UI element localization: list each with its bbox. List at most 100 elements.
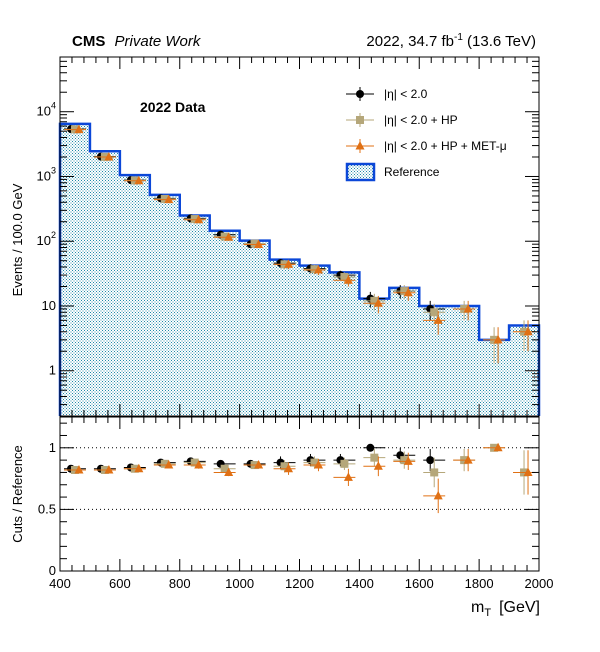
ratio-point-marker bbox=[310, 458, 319, 467]
ratio-point-marker bbox=[284, 463, 294, 473]
main-y-tick-label: 10 bbox=[42, 298, 56, 313]
ratio-point-marker bbox=[190, 458, 199, 467]
reference-bin bbox=[239, 240, 270, 416]
reference-bin bbox=[389, 287, 420, 416]
x-tick-label: 1600 bbox=[405, 576, 434, 591]
main-point-marker bbox=[343, 275, 353, 284]
legend-label: |η| < 2.0 + HP + MET-μ bbox=[384, 139, 507, 153]
main-data-points bbox=[64, 124, 535, 364]
ratio-point-marker bbox=[313, 460, 323, 469]
tick-base: 10 bbox=[37, 168, 51, 183]
x-tick-label: 800 bbox=[169, 576, 191, 591]
legend-label: |η| < 2.0 bbox=[384, 87, 428, 101]
main-point-marker bbox=[250, 239, 259, 248]
reference-bin bbox=[60, 123, 90, 416]
main-point-marker bbox=[313, 264, 323, 274]
ratio-point-marker bbox=[254, 460, 264, 469]
ratio-y-tick-label: 1 bbox=[49, 440, 56, 455]
main-point-marker bbox=[104, 151, 114, 161]
ratio-y-tick-label: 0.5 bbox=[38, 501, 56, 516]
tick-exponent: 2 bbox=[51, 230, 56, 240]
main-y-label: Events / 100.0 GeV bbox=[10, 183, 25, 296]
ratio-point-marker bbox=[373, 461, 383, 470]
ratio-point-marker bbox=[463, 455, 473, 464]
main-point-marker bbox=[74, 124, 84, 134]
x-label-unit: [GeV] bbox=[499, 599, 540, 616]
tick-exponent: 4 bbox=[51, 101, 56, 111]
ratio-point-marker bbox=[370, 453, 379, 462]
main-point-marker bbox=[190, 215, 199, 224]
ratio-point-marker bbox=[430, 468, 439, 477]
x-axis-label: mT [GeV] bbox=[471, 599, 540, 619]
svg-text:CMS Private Work: CMS Private Work bbox=[72, 33, 202, 50]
ratio-point-marker bbox=[224, 467, 234, 476]
main-point-marker bbox=[370, 296, 379, 305]
main-point-marker bbox=[164, 194, 174, 204]
ratio-point-marker bbox=[160, 459, 169, 468]
main-point-marker bbox=[224, 232, 234, 241]
main-point-marker bbox=[430, 308, 439, 317]
main-point-marker bbox=[220, 232, 229, 241]
ratio-y-axis: 00.51 bbox=[38, 422, 539, 578]
reference-bin bbox=[89, 151, 120, 416]
experiment-label: CMS bbox=[72, 33, 105, 50]
main-y-tick-label: 102 bbox=[37, 230, 56, 248]
x-label-main: m bbox=[471, 599, 484, 616]
main-x-ticks bbox=[59, 57, 540, 416]
legend-marker bbox=[356, 90, 364, 98]
ratio-y-label: Cuts / Reference bbox=[10, 445, 25, 543]
x-tick-label: 400 bbox=[49, 576, 71, 591]
ratio-data-points bbox=[64, 442, 535, 514]
ratio-point-marker bbox=[194, 460, 204, 469]
ratio-point-marker bbox=[493, 442, 503, 452]
main-point-marker bbox=[254, 239, 264, 249]
lumi-exponent: -1 bbox=[454, 32, 463, 43]
lumi-prefix: 2022, 34.7 fb bbox=[366, 33, 454, 50]
reference-bin bbox=[449, 305, 480, 416]
x-tick-label: 1800 bbox=[465, 576, 494, 591]
ratio-point-marker bbox=[104, 464, 114, 474]
main-point-marker bbox=[160, 194, 169, 203]
ratio-point-marker bbox=[523, 467, 533, 476]
legend-marker bbox=[355, 141, 365, 150]
ratio-point-marker bbox=[366, 443, 375, 452]
reference-bin bbox=[179, 215, 210, 416]
ratio-y-tick-label: 0 bbox=[49, 563, 56, 578]
ratio-frame bbox=[59, 416, 540, 572]
legend-reference-swatch bbox=[345, 162, 376, 182]
legend-label: Reference bbox=[384, 165, 440, 179]
main-point-marker bbox=[403, 287, 413, 297]
x-tick-label: 1000 bbox=[225, 576, 254, 591]
x-tick-label: 1400 bbox=[345, 576, 374, 591]
reference-bin bbox=[209, 230, 240, 416]
main-point-marker bbox=[400, 287, 409, 296]
reference-bin bbox=[299, 265, 330, 416]
main-point-marker bbox=[463, 303, 473, 313]
ratio-point-marker bbox=[403, 456, 413, 465]
reference-bin bbox=[149, 194, 180, 416]
main-point-marker bbox=[194, 214, 204, 224]
reference-bin bbox=[329, 272, 360, 416]
lumi-label: 2022, 34.7 fb-1 (13.6 TeV) bbox=[366, 32, 536, 50]
status-label: Private Work bbox=[115, 33, 202, 50]
ratio-point-marker bbox=[426, 456, 435, 465]
ratio-point-marker bbox=[74, 464, 84, 474]
x-tick-label: 2000 bbox=[525, 576, 554, 591]
ratio-point-marker bbox=[134, 463, 144, 473]
tick-base: 10 bbox=[37, 233, 51, 248]
ratio-panel: 00.51 400 600 800 1000 1200 1400 1600 1800 2000 … bbox=[10, 416, 553, 619]
ratio-x-axis: 400 600 800 1000 1200 1400 1600 1800 2000 bbox=[49, 417, 553, 591]
reference-histogram bbox=[58, 122, 541, 416]
ratio-point-marker bbox=[340, 459, 349, 468]
main-point-marker bbox=[493, 334, 503, 344]
ratio-point-marker bbox=[164, 460, 174, 469]
x-tick-label: 1200 bbox=[285, 576, 314, 591]
ratio-point-marker bbox=[433, 490, 443, 500]
data-annotation: 2022 Data bbox=[140, 99, 206, 115]
reference-bin bbox=[119, 175, 150, 416]
main-y-tick-label: 104 bbox=[37, 101, 56, 119]
reference-bin bbox=[359, 298, 390, 416]
